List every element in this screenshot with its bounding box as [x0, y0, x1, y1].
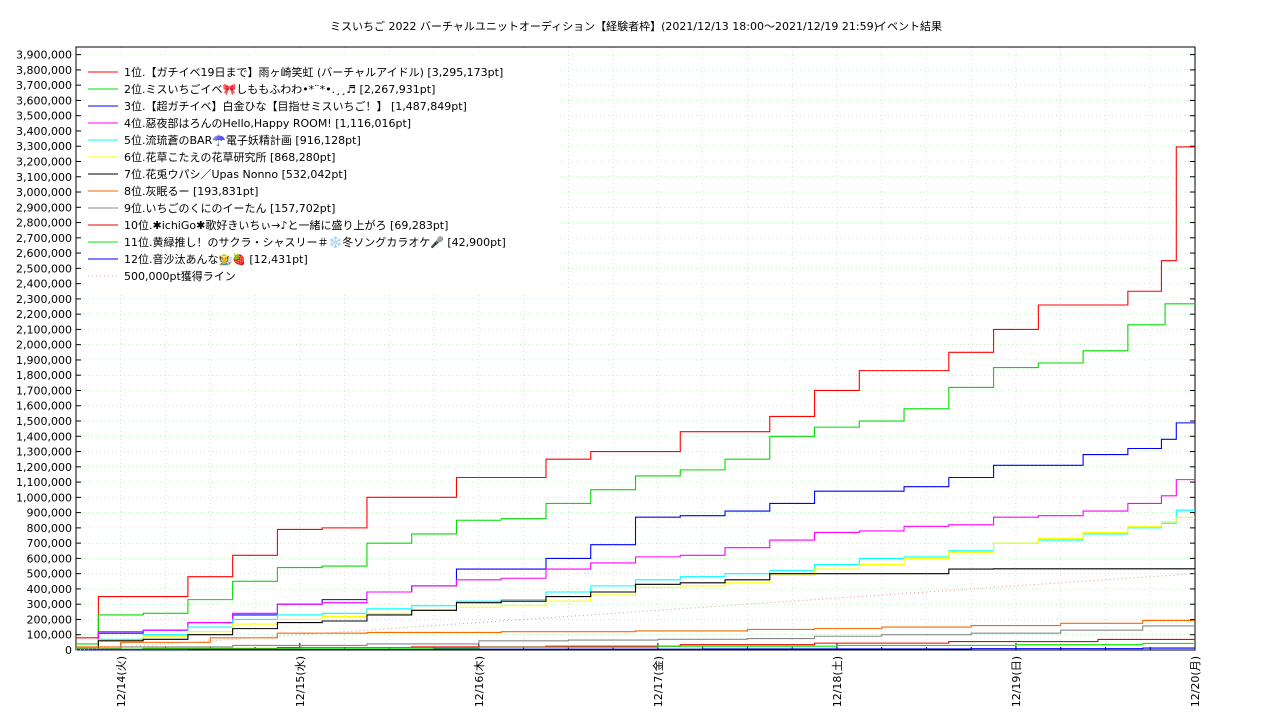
legend-label: 2位.ミスいちごイベ🎀しももふわわ•*¨*•.¸¸♬ [2,267,931pt]	[124, 82, 435, 96]
y-tick-label: 3,500,000	[16, 110, 72, 123]
legend-label: 10位.✱ichiGo✱歌好きいちぃ→♪と一緒に盛り上がろ [69,283pt]	[124, 218, 448, 232]
x-tick-label: 12/14(火)	[115, 656, 128, 707]
x-axis: 12/14(火) 12/15(水) 12/16(木) 12/17(金) 12/18(土)…	[75, 643, 1202, 707]
y-tick-label: 1,900,000	[16, 354, 72, 367]
y-tick-label: 2,700,000	[16, 232, 72, 245]
y-tick-label: 1,600,000	[16, 400, 72, 413]
legend-label: 7位.花兎ウパシ／Upas Nonno [532,042pt]	[124, 167, 347, 181]
y-tick-label: 3,100,000	[16, 171, 72, 184]
y-tick-label: 300,000	[27, 598, 73, 611]
series-line-1	[76, 146, 1195, 639]
y-tick-label: 2,800,000	[16, 217, 72, 230]
legend-label: 4位.惡夜部はろんのHello,Happy ROOM! [1,116,016pt…	[124, 116, 411, 130]
y-tick-label: 1,500,000	[16, 415, 72, 428]
y-tick-label: 700,000	[27, 537, 73, 550]
series-line-12	[76, 647, 1195, 651]
series-line-13	[75, 573, 1196, 651]
y-tick-label: 1,000,000	[16, 491, 72, 504]
y-tick-label: 2,900,000	[16, 201, 72, 214]
y-tick-label: 3,200,000	[16, 155, 72, 168]
y-tick-label: 1,800,000	[16, 369, 72, 382]
y-tick-label: 1,100,000	[16, 476, 72, 489]
y-tick-label: 2,100,000	[16, 323, 72, 336]
y-tick-label: 1,300,000	[16, 446, 72, 459]
x-tick-label: 12/15(水)	[294, 656, 307, 707]
y-tick-label: 2,000,000	[16, 339, 72, 352]
legend-label: 8位.灰眠るー [193,831pt]	[124, 184, 258, 198]
series-line-7	[76, 568, 1195, 650]
y-tick-label: 3,300,000	[16, 140, 72, 153]
y-tick-label: 2,300,000	[16, 293, 72, 306]
series-line-9	[76, 625, 1195, 650]
legend-label: 1位.【ガチイベ19日まで】雨ヶ崎笑虹 (バーチャルアイドル) [3,295,1…	[124, 65, 503, 79]
legend-label: 11位.黄緑推し！のサクラ・シャスリー＃❄️冬ソングカラオケ🎤 [42,900p…	[124, 235, 506, 249]
y-tick-label: 3,400,000	[16, 125, 72, 138]
y-tick-label: 1,700,000	[16, 384, 72, 397]
x-tick-label: 12/20(月)	[1189, 656, 1202, 707]
legend-label: 3位.【超ガチイベ】白金ひな【目指せミスいちご！】 [1,487,849pt]	[124, 99, 467, 113]
y-tick-label: 3,800,000	[16, 64, 72, 77]
y-tick-label: 3,700,000	[16, 79, 72, 92]
x-tick-label: 12/19(日)	[1010, 656, 1023, 707]
y-tick-label: 2,400,000	[16, 278, 72, 291]
legend-box	[82, 55, 557, 292]
y-tick-label: 500,000	[27, 568, 73, 581]
y-tick-label: 1,400,000	[16, 430, 72, 443]
chart-subtitle: イベント結果	[876, 19, 942, 33]
legend-label: 500,000pt獲得ライン	[124, 270, 236, 283]
y-tick-label: 200,000	[27, 613, 73, 626]
y-tick-label: 900,000	[27, 507, 73, 520]
x-tick-label: 12/18(土)	[831, 656, 844, 707]
y-tick-label: 2,600,000	[16, 247, 72, 260]
x-tick-label: 12/16(木)	[473, 656, 486, 707]
y-tick-label: 1,200,000	[16, 461, 72, 474]
y-tick-label: 3,900,000	[16, 49, 72, 62]
legend-label: 12位.音沙汰あんな🧑‍🌾🍓 [12,431pt]	[124, 252, 308, 266]
y-tick-label: 2,200,000	[16, 308, 72, 321]
legend-label: 5位.流琉蒼のBAR☂️電子妖精計画 [916,128pt]	[124, 133, 361, 147]
chart-title: ミスいちご 2022 バーチャルユニットオーディション【経験者枠】(2021/1…	[330, 19, 878, 33]
plot-area	[75, 46, 1196, 651]
y-tick-label: 3,600,000	[16, 94, 72, 107]
y-tick-label: 2,500,000	[16, 262, 72, 275]
y-tick-label: 600,000	[27, 552, 73, 565]
y-tick-label: 400,000	[27, 583, 73, 596]
series-lines	[75, 146, 1196, 651]
legend-label: 6位.花草こたえの花草研究所 [868,280pt]	[124, 150, 335, 164]
series-line-3	[76, 422, 1195, 650]
legend: 1位.【ガチイベ19日まで】雨ヶ崎笑虹 (バーチャルアイドル) [3,295,1…	[82, 55, 557, 292]
series-line-8	[76, 619, 1195, 648]
y-tick-label: 3,000,000	[16, 186, 72, 199]
series-line-11	[76, 642, 1195, 650]
y-axis: 0 100,000 200,000 300,000 400,000 500,000 600,…	[16, 49, 1195, 657]
y-tick-label: 800,000	[27, 522, 73, 535]
series-line-4	[76, 479, 1195, 650]
x-tick-label: 12/17(金)	[651, 656, 665, 707]
series-line-2	[76, 303, 1195, 645]
legend-label: 9位.いちごのくにのイーたん [157,702pt]	[124, 201, 335, 215]
y-tick-label: 100,000	[27, 629, 73, 642]
series-line-5	[76, 509, 1195, 650]
y-tick-label: 0	[65, 644, 72, 657]
